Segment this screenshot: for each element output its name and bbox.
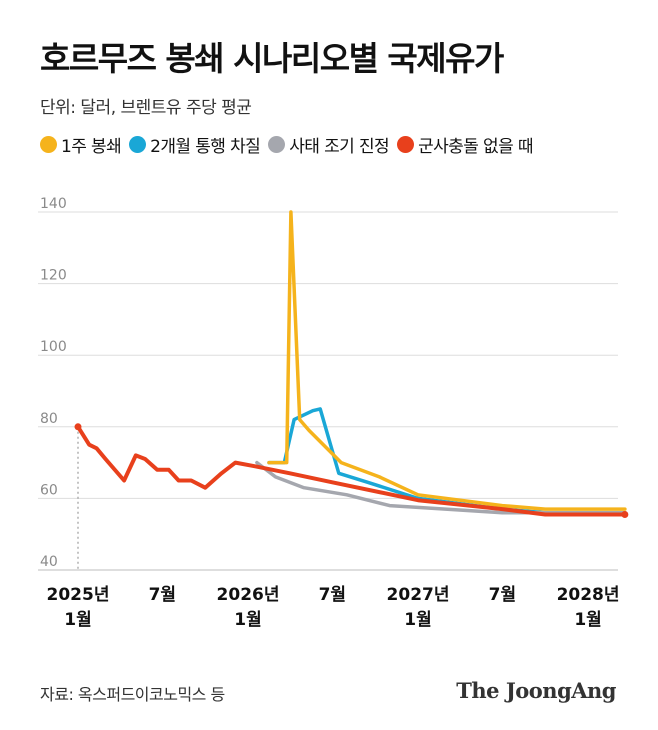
- series-line-3: [76, 424, 627, 517]
- x-tick-label-month: 1월: [574, 610, 601, 630]
- x-tick-label-month: 1월: [404, 610, 431, 630]
- legend-label-series-0: 1주 봉쇄: [61, 137, 122, 157]
- legend-label-series-1: 2개월 통행 차질: [150, 137, 261, 157]
- legend-item-series-1: 2개월 통행 차질: [129, 132, 261, 157]
- legend-dot-series-3: [397, 136, 415, 153]
- series-start-point: [74, 423, 82, 431]
- legend-label-series-2: 사태 조기 진정: [289, 137, 390, 157]
- series-end-point: [621, 511, 629, 519]
- x-tick-label: 2025년: [47, 585, 110, 605]
- y-tick-label: 120: [40, 268, 67, 284]
- legend-dot-series-0: [40, 136, 57, 153]
- source-note: 자료: 옥스퍼드이코노믹스 등: [40, 685, 225, 704]
- x-tick-label: 2027년: [387, 585, 450, 605]
- legend-item-series-2: 사태 조기 진정: [268, 132, 390, 157]
- legend-dot-series-2: [268, 136, 286, 153]
- y-tick-label: 40: [40, 554, 58, 570]
- page-title: 호르무즈 봉쇄 시나리오별 국제유가: [40, 39, 504, 78]
- legend-dot-series-1: [129, 136, 147, 153]
- y-tick-label: 60: [40, 482, 58, 498]
- y-tick-label: 140: [40, 196, 67, 212]
- x-tick-label-month: 1월: [64, 610, 91, 630]
- series-line-2: [255, 460, 627, 515]
- x-tick-label: 2028년: [557, 585, 620, 605]
- legend-label-series-3: 군사충돌 없을 때: [418, 137, 533, 157]
- legend-item-series-3: 군사충돌 없을 때: [397, 132, 534, 157]
- unit-subtitle: 단위: 달러, 브렌트유 주당 평균: [40, 98, 252, 118]
- x-tick-label: 7월: [149, 585, 176, 605]
- x-tick-label: 7월: [319, 585, 346, 605]
- legend-item-series-0: 1주 봉쇄: [40, 132, 122, 157]
- chart-legend: 1주 봉쇄 2개월 통행 차질 사태 조기 진정 군사충돌 없을 때: [40, 132, 541, 157]
- publisher-logo: The JoongAng: [456, 678, 616, 703]
- y-tick-label: 80: [40, 411, 58, 427]
- y-tick-label: 100: [40, 339, 67, 355]
- x-tick-label-month: 1월: [234, 610, 261, 630]
- series-line-0: [267, 210, 627, 511]
- x-tick-label: 2026년: [217, 585, 280, 605]
- x-tick-label: 7월: [489, 585, 516, 605]
